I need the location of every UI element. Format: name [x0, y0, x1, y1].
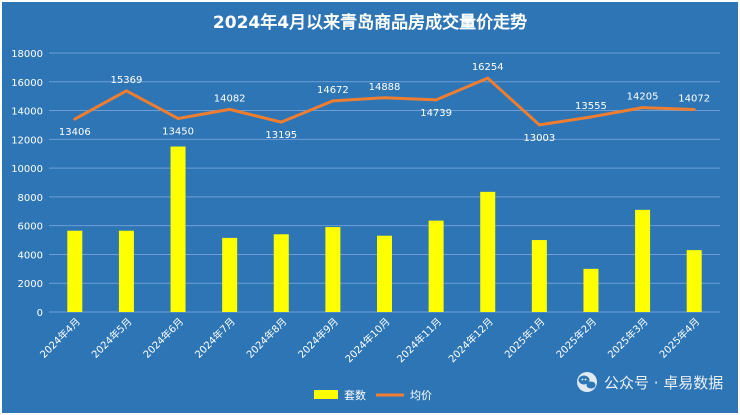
bar: [170, 146, 186, 312]
data-label: 13450: [162, 126, 194, 137]
wechat-icon: [577, 372, 597, 392]
data-label: 14082: [214, 93, 246, 104]
y-tick-label: 4000: [18, 250, 43, 261]
bar: [635, 209, 651, 312]
bar: [118, 230, 134, 312]
line-series: [73, 76, 696, 127]
bar: [325, 227, 341, 312]
legend-label-bar: 套数: [344, 389, 366, 402]
y-tick-label: 0: [37, 308, 43, 319]
bar: [583, 268, 599, 312]
line-point: [176, 116, 180, 120]
data-label: 13555: [575, 101, 607, 112]
y-tick-label: 6000: [18, 222, 43, 233]
bar: [428, 220, 444, 312]
y-tick-label: 12000: [11, 135, 43, 146]
data-labels: 13406 15369 13450 14082 13195 14672 14888 14739…: [59, 62, 710, 144]
data-label: 14739: [420, 108, 452, 119]
bar: [686, 250, 702, 312]
line-point: [486, 76, 490, 80]
legend-swatch-bar: [314, 390, 338, 399]
data-label: 14888: [369, 82, 401, 93]
bar: [67, 230, 83, 312]
data-label: 13406: [59, 127, 91, 138]
y-tick-label: 16000: [11, 78, 43, 89]
line-point: [73, 117, 77, 121]
y-tick-label: 18000: [11, 49, 43, 60]
watermark-text: 公众号 · 卓易数据: [604, 374, 723, 392]
line-point: [641, 106, 645, 110]
line-point: [331, 99, 335, 103]
line-point: [124, 89, 128, 93]
bar: [531, 240, 547, 312]
data-label: 14672: [317, 85, 349, 96]
y-tick-label: 2000: [18, 279, 43, 290]
bar: [377, 235, 392, 312]
data-label: 16254: [472, 62, 504, 73]
line-point: [589, 115, 593, 119]
bar: [273, 234, 289, 312]
data-label: 15369: [111, 75, 143, 86]
line-point: [434, 98, 438, 102]
chart-title: 2024年4月以来青岛商品房成交量价走势: [213, 12, 527, 33]
bar: [222, 237, 238, 312]
legend-label-line: 均价: [410, 389, 432, 402]
legend: 套数 均价: [314, 389, 432, 402]
y-tick-label: 8000: [18, 193, 43, 204]
watermark: 公众号 · 卓易数据: [577, 372, 723, 392]
y-tick-label: 10000: [11, 164, 43, 175]
y-tick-label: 14000: [11, 107, 43, 118]
data-label: 14072: [678, 94, 710, 105]
line-point: [383, 96, 386, 100]
data-label: 13195: [265, 130, 297, 141]
data-label: 14205: [627, 92, 659, 103]
data-label: 13003: [523, 133, 555, 144]
bar-series: [67, 146, 702, 312]
bar: [480, 191, 496, 312]
line-point: [537, 123, 541, 127]
line-point: [279, 120, 283, 124]
line-point: [692, 108, 696, 112]
y-axis-tick-labels: 0 2000 4000 6000 8000 10000 12000 14000 16000 180…: [11, 49, 43, 319]
line-point: [228, 107, 232, 111]
